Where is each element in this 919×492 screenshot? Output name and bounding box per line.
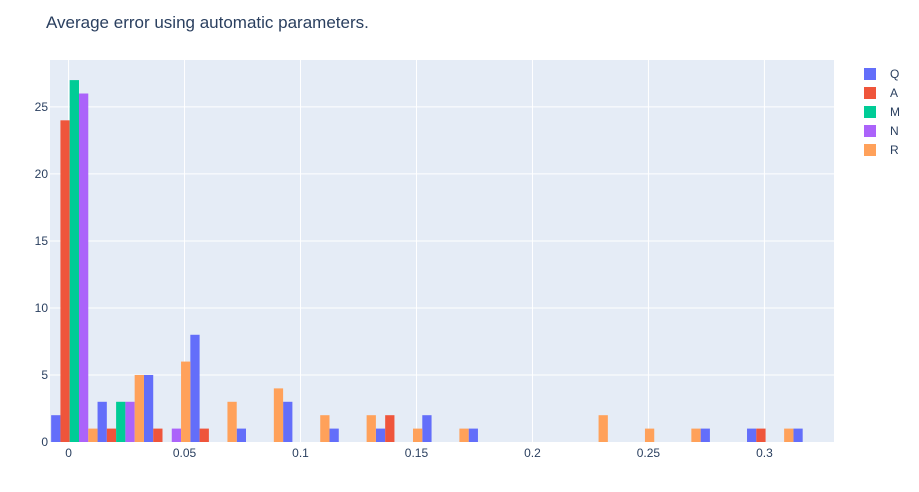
- y-axis-ticks: 0 5 10 15 20 25: [35, 100, 49, 449]
- x-tick-label: 0.3: [756, 446, 773, 460]
- legend-swatch[interactable]: [864, 144, 876, 156]
- bar-r[interactable]: [691, 428, 701, 442]
- legend-swatch[interactable]: [864, 68, 876, 80]
- gridlines: [50, 60, 834, 442]
- bar-r[interactable]: [273, 388, 284, 442]
- bar-n[interactable]: [78, 93, 89, 442]
- y-tick-label: 5: [41, 368, 48, 382]
- bar-q[interactable]: [468, 428, 478, 442]
- legend-swatch[interactable]: [864, 106, 876, 118]
- bar-q[interactable]: [97, 401, 107, 442]
- y-tick-label: 15: [35, 234, 49, 248]
- bar-r[interactable]: [134, 374, 144, 442]
- legend-label[interactable]: Q: [890, 67, 899, 81]
- legend-swatch[interactable]: [864, 125, 876, 137]
- bar-r[interactable]: [366, 415, 376, 442]
- bar-q[interactable]: [329, 428, 339, 442]
- bar-r[interactable]: [88, 428, 98, 442]
- bar-r[interactable]: [413, 428, 423, 442]
- x-tick-label: 0.15: [405, 446, 429, 460]
- y-tick-label: 20: [35, 167, 49, 181]
- bar-m[interactable]: [69, 80, 79, 443]
- bar-q[interactable]: [747, 428, 757, 442]
- bar-a[interactable]: [199, 428, 209, 442]
- legend-label[interactable]: N: [890, 124, 899, 138]
- y-tick-label: 10: [35, 301, 49, 315]
- chart-title: Average error using automatic parameters…: [46, 13, 369, 32]
- bar-a[interactable]: [756, 428, 766, 442]
- bar-r[interactable]: [459, 428, 469, 442]
- bar-r[interactable]: [598, 415, 608, 442]
- bar-r[interactable]: [644, 428, 655, 442]
- bar-r[interactable]: [227, 401, 237, 442]
- x-tick-label: 0.2: [524, 446, 541, 460]
- x-tick-label: 0.1: [292, 446, 309, 460]
- bar-a[interactable]: [385, 415, 395, 442]
- x-tick-label: 0.25: [637, 446, 661, 460]
- bar-q[interactable]: [51, 415, 61, 442]
- bar-r[interactable]: [181, 361, 191, 442]
- x-tick-label: 0: [65, 446, 72, 460]
- legend-label[interactable]: M: [890, 105, 900, 119]
- bar-r[interactable]: [320, 415, 330, 442]
- bar-q[interactable]: [283, 401, 293, 442]
- bar-q[interactable]: [700, 428, 710, 442]
- plot-background: [50, 60, 834, 442]
- bar-q[interactable]: [143, 374, 154, 442]
- bar-n[interactable]: [171, 428, 182, 442]
- bar-q[interactable]: [375, 428, 386, 442]
- bar-r[interactable]: [784, 428, 794, 442]
- bar-q[interactable]: [793, 428, 803, 442]
- x-tick-label: 0.05: [173, 446, 197, 460]
- y-tick-label: 25: [35, 100, 49, 114]
- x-axis-ticks: 0 0.05 0.1 0.15 0.2 0.25 0.3: [65, 446, 773, 460]
- legend-label[interactable]: R: [890, 143, 899, 157]
- bar-a[interactable]: [153, 428, 163, 442]
- bar-a[interactable]: [60, 120, 70, 442]
- bar-a[interactable]: [106, 428, 117, 442]
- bar-q[interactable]: [190, 334, 200, 442]
- bar-series-group: [51, 80, 803, 443]
- y-tick-label: 0: [41, 435, 48, 449]
- bar-q[interactable]: [236, 428, 246, 442]
- bar-m[interactable]: [116, 401, 126, 442]
- bar-q[interactable]: [422, 415, 432, 442]
- bar-n[interactable]: [125, 401, 135, 442]
- legend-swatch[interactable]: [864, 87, 876, 99]
- legend-label[interactable]: A: [890, 86, 898, 100]
